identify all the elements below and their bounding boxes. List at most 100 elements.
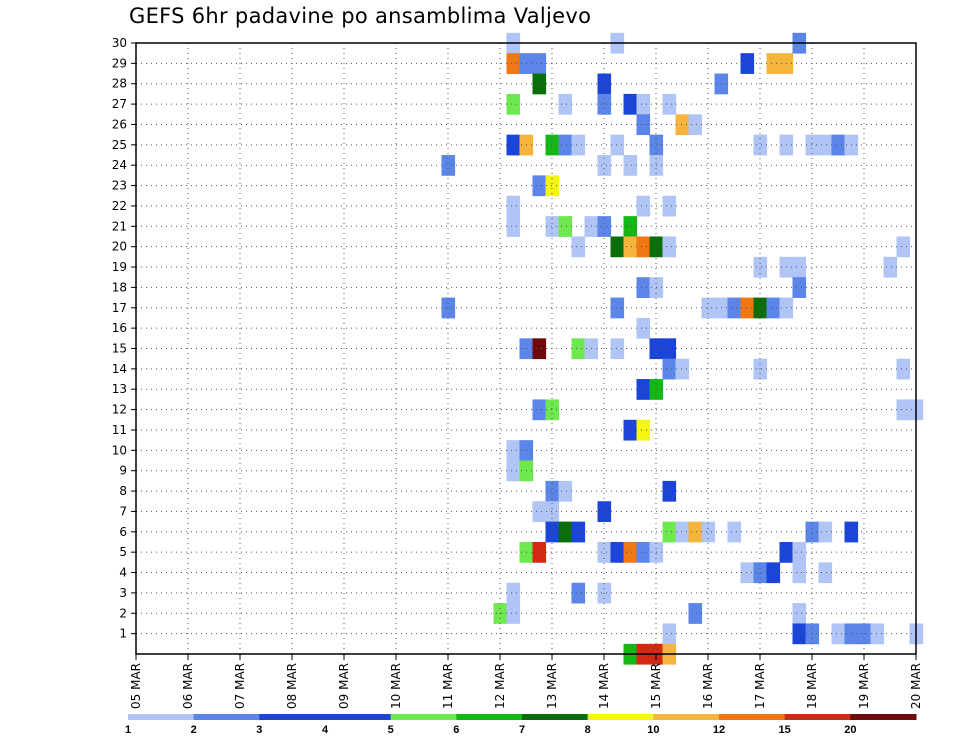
heatmap-cell	[818, 562, 833, 584]
heatmap-cell	[766, 562, 781, 584]
x-tick-label: 07 MAR	[233, 663, 247, 709]
y-tick-label: 29	[112, 56, 127, 70]
heatmap-cell	[506, 216, 521, 237]
chart-title: GEFS 6hr padavine po ansamblima Valjevo	[129, 4, 592, 28]
y-tick-label: 14	[112, 362, 127, 376]
colorbar-swatch	[259, 714, 326, 720]
x-tick-label: 13 MAR	[545, 663, 559, 709]
heatmap-cell	[662, 358, 677, 380]
heatmap-cell	[818, 134, 833, 156]
heatmap-cell	[753, 256, 768, 278]
heatmap-cell	[883, 256, 898, 278]
heatmap-cell	[896, 399, 911, 421]
heatmap-cell	[597, 155, 612, 176]
heatmap-cell	[506, 93, 521, 115]
heatmap-cell	[792, 277, 807, 298]
heatmap-cell	[870, 623, 885, 645]
heatmap-cell	[662, 195, 677, 217]
heatmap-cell	[506, 440, 521, 461]
heatmap-cell	[571, 134, 586, 156]
colorbar-label: 12	[713, 724, 725, 736]
y-tick-label: 2	[119, 606, 127, 620]
heatmap-cell	[792, 623, 807, 645]
y-tick-label: 23	[112, 179, 127, 193]
heatmap-cell	[558, 134, 573, 156]
y-tick-label: 5	[119, 545, 127, 559]
heatmap-cell	[545, 501, 560, 523]
heatmap-cell	[662, 623, 677, 645]
heatmap-cell	[636, 317, 651, 339]
y-tick-label: 25	[112, 138, 127, 152]
heatmap-cell	[896, 358, 911, 380]
heatmap-cell	[545, 216, 560, 237]
y-tick-label: 4	[119, 566, 127, 580]
heatmap-cell	[441, 155, 456, 176]
y-tick-label: 30	[112, 36, 127, 50]
heatmap-cell	[662, 521, 677, 543]
heatmap-cell	[506, 460, 521, 482]
heatmap-cell	[558, 93, 573, 115]
heatmap-cell	[805, 134, 820, 156]
heatmap-cell	[636, 114, 651, 136]
heatmap-cell	[506, 582, 521, 604]
colorbar-label: 20	[844, 724, 856, 736]
plot-frame	[135, 42, 917, 655]
heatmap-cell	[727, 521, 742, 543]
heatmap-cell	[792, 256, 807, 278]
heatmap-cell	[610, 541, 625, 563]
heatmap-cell	[818, 521, 833, 543]
colorbar-swatch	[325, 714, 392, 720]
heatmap-cell	[610, 338, 625, 360]
heatmap-cell	[571, 338, 586, 360]
x-tick-label: 12 MAR	[493, 663, 507, 709]
heatmap-cell	[805, 521, 820, 543]
heatmap-cell	[753, 297, 768, 319]
colorbar-swatch	[193, 714, 260, 720]
y-tick-label: 24	[112, 158, 127, 172]
heatmap-cell	[532, 338, 547, 360]
y-tick-label: 16	[112, 321, 127, 335]
heatmap-cell	[532, 175, 547, 197]
heatmap-cell	[792, 541, 807, 563]
x-tick-label: 08 MAR	[285, 663, 299, 709]
x-tick-label: 17 MAR	[753, 663, 767, 709]
y-tick-label: 20	[112, 240, 127, 254]
heatmap-cell	[623, 419, 638, 441]
y-tick-label: 7	[119, 504, 127, 518]
y-tick-label: 12	[112, 403, 127, 417]
colorbar-label: 7	[519, 724, 525, 736]
y-tick-label: 13	[112, 382, 127, 396]
heatmap-cell	[831, 134, 846, 156]
heatmap-cell	[675, 358, 690, 380]
colorbar-swatch	[784, 714, 851, 720]
colorbar-label: 10	[647, 724, 659, 736]
x-tick-label: 09 MAR	[337, 663, 351, 709]
heatmap-cell	[558, 480, 573, 502]
heatmap-cell	[597, 93, 612, 115]
x-tick-label: 11 MAR	[441, 663, 455, 709]
heatmap-cell	[558, 521, 573, 543]
y-tick-label: 19	[112, 260, 127, 274]
heatmap-cell	[623, 93, 638, 115]
heatmap-cell	[597, 501, 612, 523]
heatmap-cell	[792, 562, 807, 584]
colorbar-swatch	[456, 714, 523, 720]
y-tick-label: 18	[112, 280, 127, 294]
colorbar-label: 5	[388, 724, 394, 736]
heatmap-cell	[506, 195, 521, 217]
heatmap-cell	[662, 236, 677, 258]
heatmap-cell	[688, 603, 703, 624]
colorbar-swatch	[587, 714, 654, 720]
heatmap-cell	[740, 297, 755, 319]
heatmap-cell	[545, 134, 560, 156]
y-tick-label: 17	[112, 301, 127, 315]
y-tick-label: 21	[112, 219, 127, 233]
heatmap-cell	[623, 541, 638, 563]
x-tick-label: 15 MAR	[649, 663, 663, 709]
y-tick-label: 3	[119, 586, 127, 600]
colorbar-swatch	[719, 714, 786, 720]
heatmap-cell	[441, 297, 456, 319]
heatmap-cell	[532, 73, 547, 95]
y-tick-label: 10	[112, 443, 127, 457]
